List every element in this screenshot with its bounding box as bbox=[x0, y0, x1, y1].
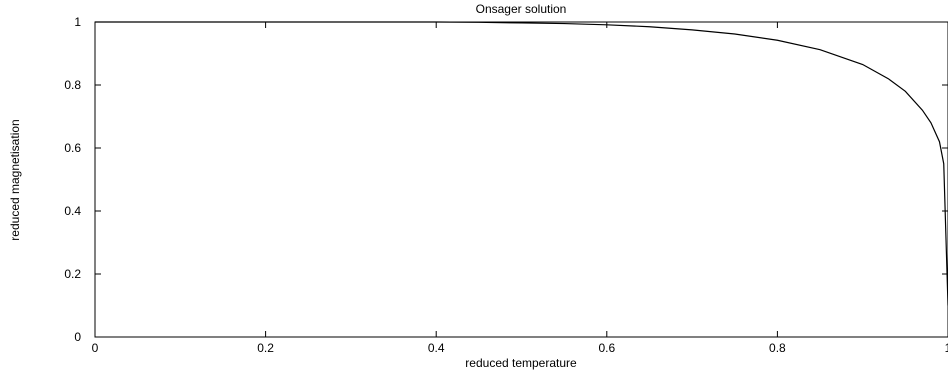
x-tick-label: 1 bbox=[945, 341, 948, 355]
chart-title: Onsager solution bbox=[476, 2, 567, 16]
series-line bbox=[95, 21, 948, 306]
x-tick-label: 0 bbox=[92, 341, 99, 355]
y-tick-label: 0.6 bbox=[64, 141, 81, 155]
plot-frame bbox=[94, 21, 948, 338]
y-axis-title: reduced magnetisation bbox=[8, 119, 22, 240]
y-tick-label: 1 bbox=[74, 15, 81, 29]
x-tick-label: 0.2 bbox=[257, 341, 274, 355]
x-tick-label: 0.4 bbox=[428, 341, 445, 355]
x-axis-title: reduced temperature bbox=[465, 356, 577, 370]
x-tick-label: 0.6 bbox=[598, 341, 615, 355]
x-axis: 0 0.2 0.4 0.6 0.8 1 bbox=[92, 22, 948, 355]
y-tick-label: 0.8 bbox=[64, 78, 81, 92]
y-tick-label: 0 bbox=[74, 330, 81, 344]
y-axis: 0 0.2 0.4 0.6 0.8 1 bbox=[64, 15, 948, 344]
x-tick-label: 0.8 bbox=[769, 341, 786, 355]
y-tick-label: 0.2 bbox=[64, 267, 81, 281]
y-tick-label: 0.4 bbox=[64, 204, 81, 218]
